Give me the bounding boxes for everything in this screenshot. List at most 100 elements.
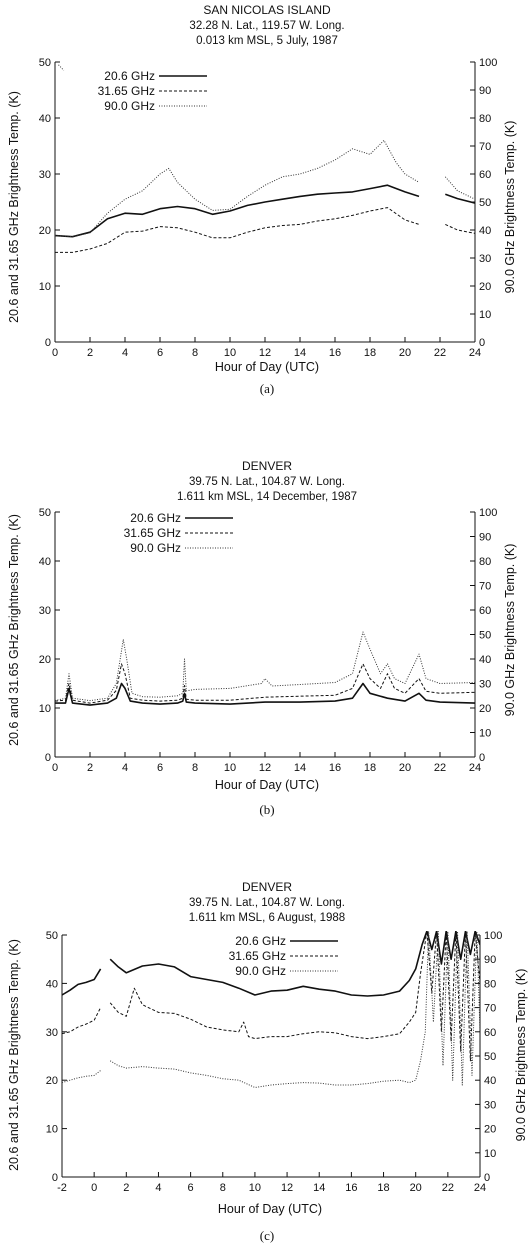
y-left-tick-label: 0: [45, 337, 51, 349]
x-tick-label: 24: [469, 347, 481, 359]
x-tick-label: 22: [434, 347, 446, 359]
y-right-tick-label: 40: [479, 225, 491, 237]
chart-panel-b: DENVER 39.75 N. Lat., 104.87 W. Long. 1.…: [7, 459, 517, 817]
x-tick-label: 0: [52, 347, 58, 359]
chart-title: DENVER: [242, 880, 292, 894]
y-right-tick-label: 90: [479, 532, 491, 544]
x-tick-label: 6: [157, 347, 163, 359]
y-right-tick-label: 20: [484, 1124, 496, 1136]
x-tick-label: 20: [410, 1182, 422, 1194]
y-right-tick-label: 10: [484, 1148, 496, 1160]
y-right-tick-label: 60: [479, 169, 491, 181]
y-left-tick-label: 30: [39, 605, 51, 617]
x-tick-label: 16: [329, 347, 341, 359]
series-line-31-65-ghz: [62, 1007, 102, 1035]
x-tick-label: 4: [122, 347, 128, 359]
y-right-tick-label: 50: [479, 630, 491, 642]
y-right-tick-label: 10: [479, 309, 491, 321]
series-line-20-6-ghz: [109, 931, 480, 997]
x-axis-label: Hour of Day (UTC): [218, 1202, 322, 1216]
y-right-tick-label: 100: [484, 930, 502, 942]
y-axis-left-label: 20.6 and 31.65 GHz Brightness Temp. (K): [7, 514, 21, 746]
y-axis-right-label: 90.0 GHz Brightness Temp. (K): [503, 121, 517, 294]
series-line-90-0-ghz: [55, 631, 475, 702]
x-axis-label: Hour of Day (UTC): [215, 778, 319, 792]
y-left-tick-label: 0: [52, 1172, 58, 1184]
series-line-31-65-ghz: [55, 207, 420, 253]
y-right-tick-label: 70: [479, 141, 491, 153]
x-tick-label: 14: [294, 347, 306, 359]
x-tick-label: 2: [87, 762, 93, 774]
chart-subtitle-location: 39.75 N. Lat., 104.87 W. Long.: [189, 897, 345, 909]
x-tick-label: 6: [188, 1182, 194, 1194]
x-tick-label: 10: [224, 762, 236, 774]
x-tick-label: 2: [123, 1182, 129, 1194]
y-right-tick-label: 40: [484, 1075, 496, 1087]
y-left-tick-label: 40: [46, 978, 58, 990]
y-axis-left-label: 20.6 and 31.65 GHz Brightness Temp. (K): [7, 91, 21, 323]
x-tick-label: 24: [469, 762, 481, 774]
y-left-tick-label: 30: [39, 169, 51, 181]
y-left-tick-label: 30: [46, 1027, 58, 1039]
y-left-tick-label: 10: [46, 1124, 58, 1136]
legend-label-20-6-ghz: 20.6 GHz: [104, 69, 155, 83]
y-left-tick-label: 50: [46, 930, 58, 942]
x-tick-label: 22: [442, 1182, 454, 1194]
y-left-tick-label: 20: [39, 654, 51, 666]
series-line-31-65-ghz: [55, 663, 475, 704]
series-line-20-6-ghz: [55, 184, 420, 238]
y-left-tick-label: 50: [39, 507, 51, 519]
y-right-tick-label: 40: [479, 654, 491, 666]
chart-subtitle-altitude-date: 1.611 km MSL, 6 August, 1988: [189, 912, 345, 924]
x-tick-label: 8: [192, 347, 198, 359]
chart-panel-a: SAN NICOLAS ISLAND 32.28 N. Lat., 119.57…: [7, 3, 517, 396]
x-tick-label: 14: [313, 1182, 325, 1194]
y-right-tick-label: 30: [479, 679, 491, 691]
x-tick-label: 16: [345, 1182, 357, 1194]
chart-title: SAN NICOLAS ISLAND: [203, 3, 331, 17]
series-line-20-6-ghz: [445, 193, 475, 204]
x-tick-label: 4: [155, 1182, 161, 1194]
y-left-tick-label: 20: [39, 225, 51, 237]
series-line-31-65-ghz: [109, 931, 480, 1062]
y-right-tick-label: 80: [479, 556, 491, 568]
x-tick-label: 18: [377, 1182, 389, 1194]
x-tick-label: 14: [294, 762, 306, 774]
legend-label-90-ghz: 90.0 GHz: [235, 964, 286, 978]
panel-caption: (a): [260, 381, 274, 396]
x-tick-label: 12: [281, 1182, 293, 1194]
legend-label-31-65-ghz: 31.65 GHz: [98, 84, 155, 98]
legend-label-90-ghz: 90.0 GHz: [130, 541, 181, 555]
x-tick-label: 24: [474, 1182, 486, 1194]
y-left-tick-label: 40: [39, 556, 51, 568]
y-axis-right-label: 90.0 GHz Brightness Temp. (K): [503, 544, 517, 717]
x-tick-label: 16: [329, 762, 341, 774]
x-tick-label: 8: [220, 1182, 226, 1194]
y-left-tick-label: 0: [45, 752, 51, 764]
legend-label-20-6-ghz: 20.6 GHz: [235, 934, 286, 948]
y-left-tick-label: 40: [39, 113, 51, 125]
legend-label-90-ghz: 90.0 GHz: [104, 99, 155, 113]
series-line-90-0-ghz: [55, 139, 420, 238]
x-tick-label: 2: [87, 347, 93, 359]
y-left-tick-label: 10: [39, 703, 51, 715]
y-left-tick-label: 10: [39, 281, 51, 293]
chart-subtitle-location: 39.75 N. Lat., 104.87 W. Long.: [189, 476, 345, 488]
y-axis-right-label: 90.0 GHz Brightness Temp. (K): [514, 969, 528, 1142]
legend: 20.6 GHz 31.65 GHz 90.0 GHz: [229, 934, 338, 978]
x-tick-label: 18: [364, 762, 376, 774]
y-right-tick-label: 30: [479, 253, 491, 265]
x-tick-label: 10: [249, 1182, 261, 1194]
x-tick-label: 20: [399, 347, 411, 359]
series-line-31-65-ghz: [445, 223, 475, 234]
x-tick-label: 10: [224, 347, 236, 359]
y-right-tick-label: 20: [479, 281, 491, 293]
chart-title: DENVER: [242, 459, 292, 473]
y-right-tick-label: 70: [479, 581, 491, 593]
legend-label-20-6-ghz: 20.6 GHz: [130, 511, 181, 525]
legend: 20.6 GHz 31.65 GHz 90.0 GHz: [98, 69, 207, 113]
x-tick-label: 20: [399, 762, 411, 774]
y-right-tick-label: 100: [479, 507, 497, 519]
x-tick-label: 6: [157, 762, 163, 774]
